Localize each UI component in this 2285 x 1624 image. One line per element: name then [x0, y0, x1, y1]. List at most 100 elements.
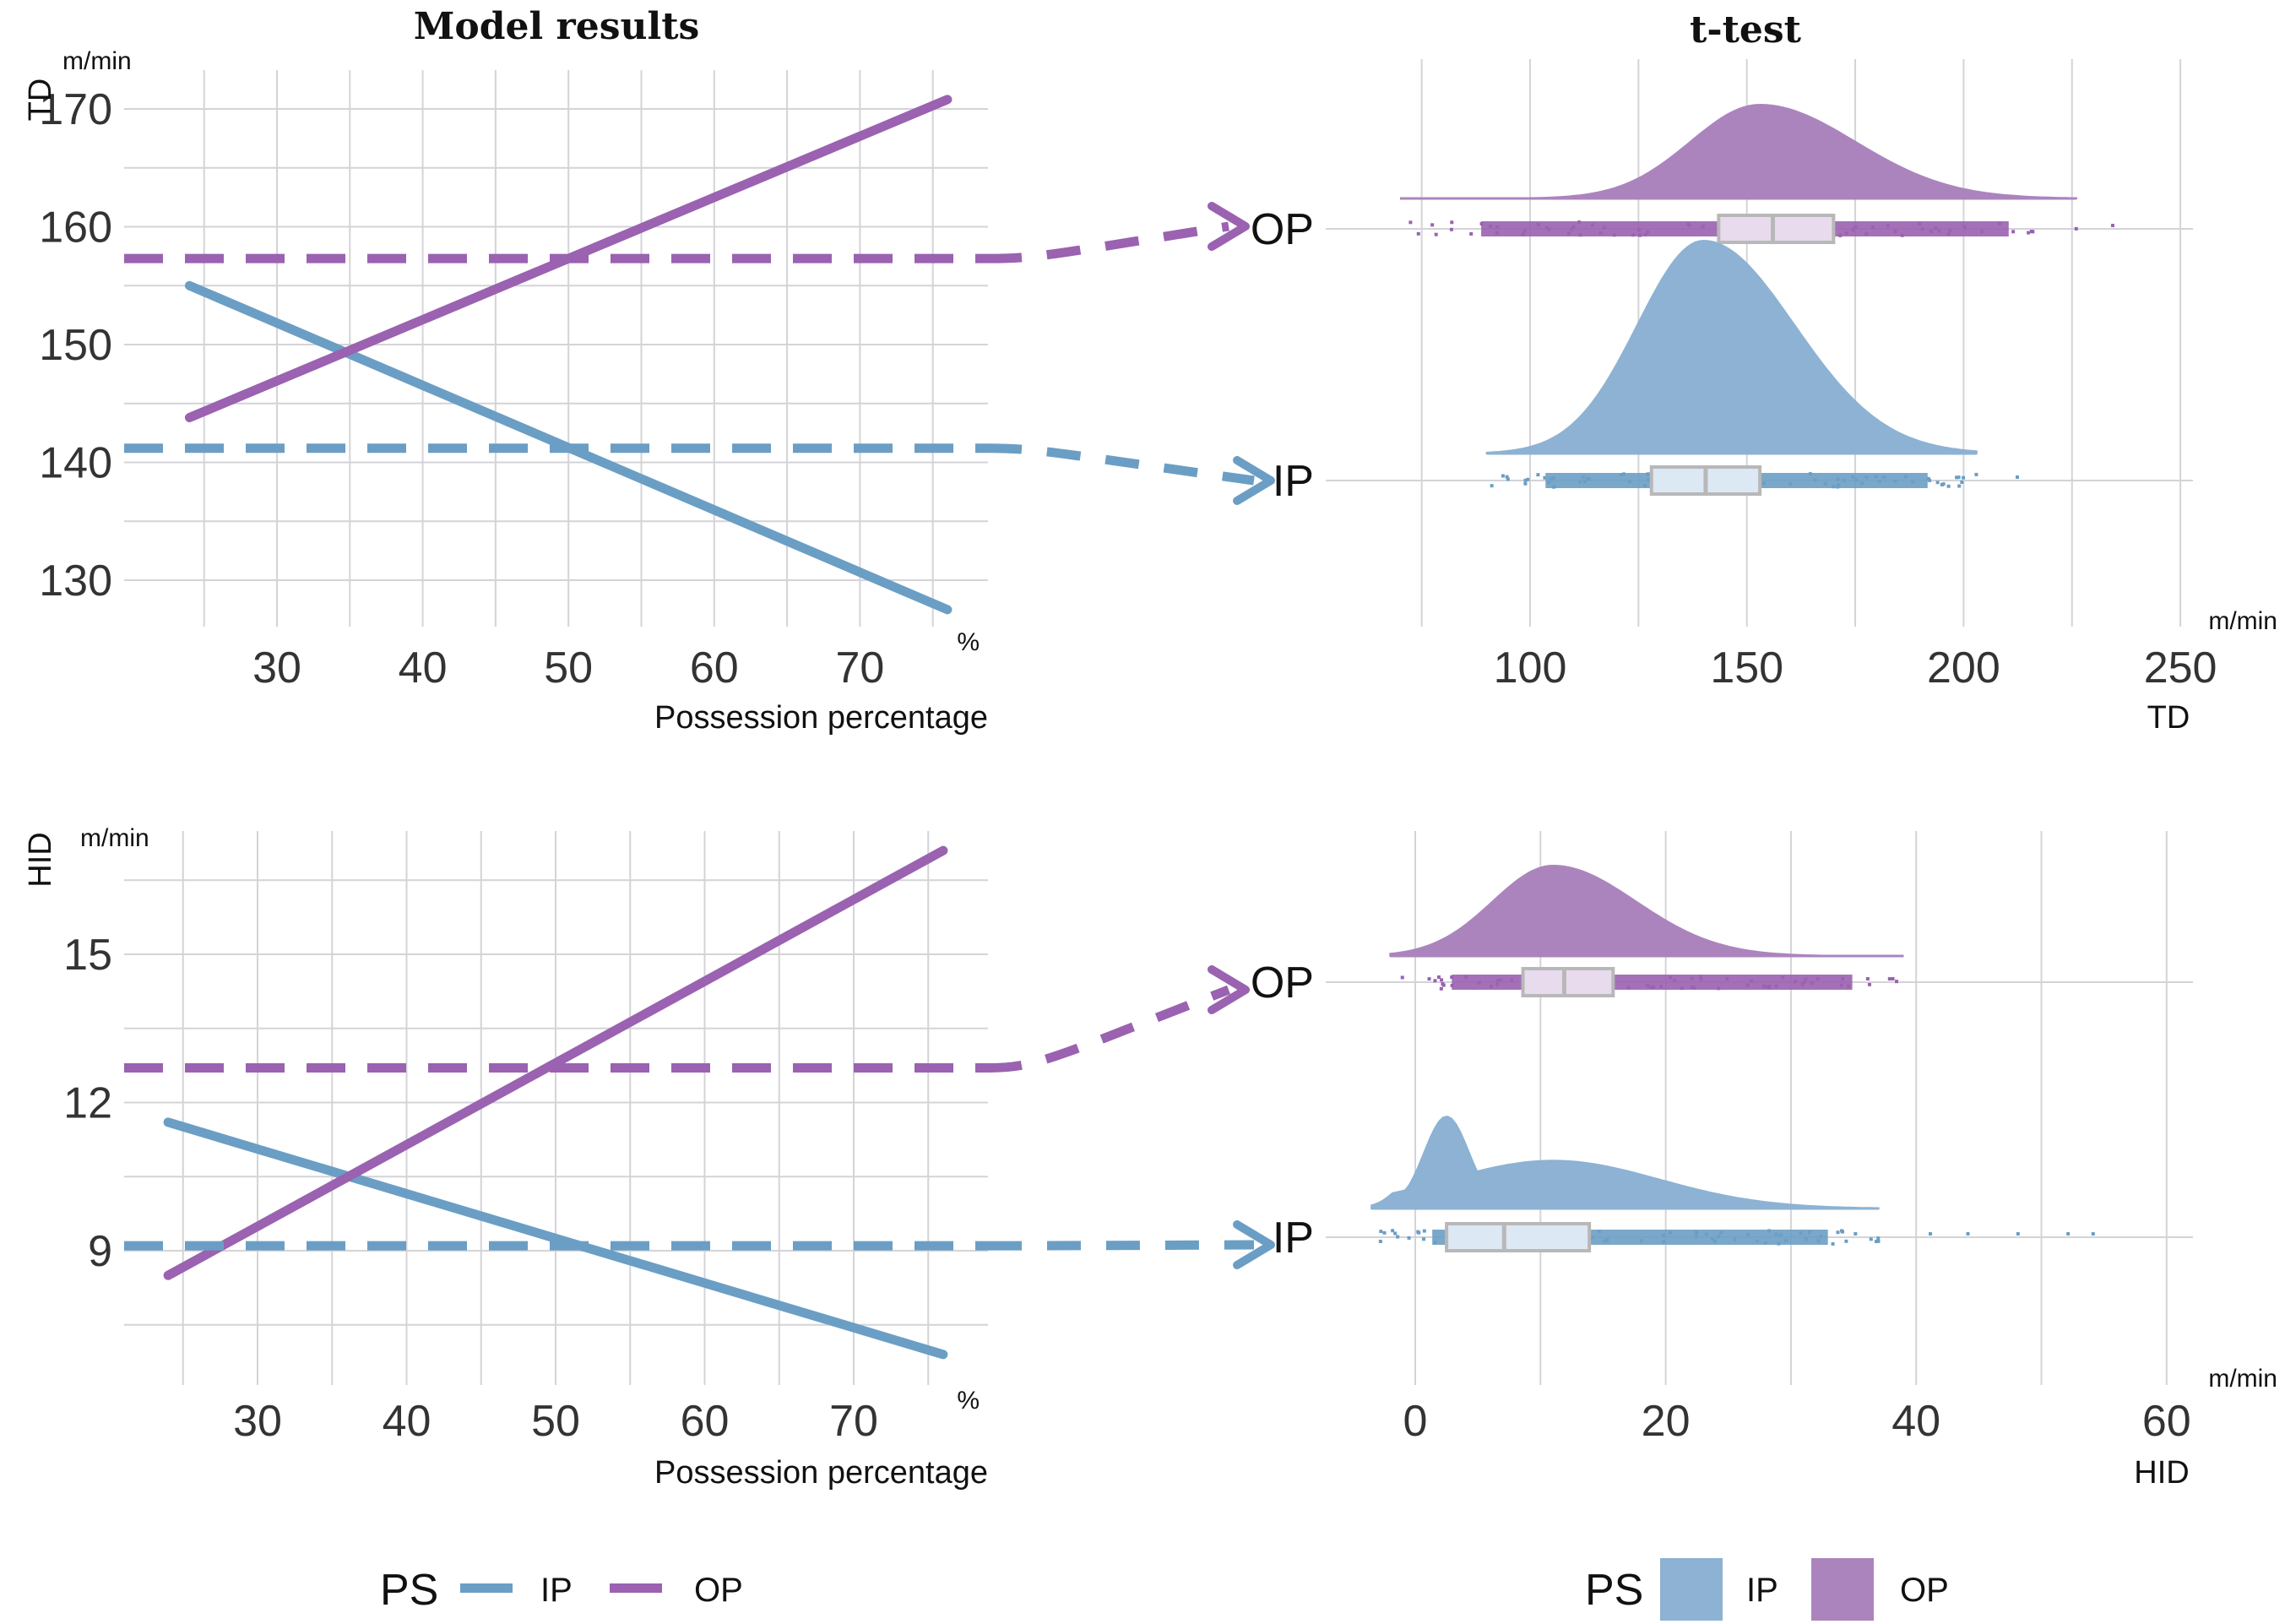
data-point: [1552, 475, 1556, 480]
legend-left-op-swatch: [610, 1583, 662, 1593]
data-point: [1691, 985, 1695, 989]
data-point: [1622, 472, 1626, 476]
y-tick-label: 160: [39, 204, 112, 253]
x-tick-label: 100: [1494, 644, 1567, 693]
data-point: [1903, 475, 1908, 479]
data-point: [1499, 978, 1503, 982]
data-point: [1928, 478, 1932, 482]
data-point: [1547, 227, 1551, 231]
data-point: [1960, 480, 1964, 484]
data-point: [1490, 484, 1494, 488]
data-point: [1900, 233, 1904, 237]
data-point: [1750, 979, 1754, 983]
data-point: [1449, 227, 1453, 231]
x-tick-label: 200: [1927, 644, 2000, 693]
data-point: [1761, 481, 1766, 486]
data-point: [1488, 224, 1492, 228]
x-tick-label: 50: [544, 644, 593, 693]
data-point: [1581, 475, 1585, 480]
data-point: [1762, 985, 1767, 989]
category-label-ip: IP: [1273, 457, 1314, 506]
data-point: [1911, 480, 1915, 484]
data-point: [1699, 975, 1703, 979]
data-point: [1495, 979, 1500, 983]
data-point: [1523, 481, 1528, 486]
x-tick-label: 60: [2142, 1397, 2191, 1446]
arrow-hid-ip-head: [1233, 1220, 1275, 1269]
data-point: [1597, 1230, 1601, 1234]
x-tick-label: 60: [681, 1397, 730, 1446]
x-axis-unit: %: [957, 1387, 980, 1415]
data-point: [1948, 228, 1952, 232]
data-point: [1417, 1230, 1421, 1235]
data-point: [1867, 982, 1871, 986]
data-point: [2029, 230, 2033, 234]
data-point: [1566, 231, 1571, 236]
outlier-point: [1816, 977, 1820, 980]
data-point: [1864, 475, 1869, 480]
data-point: [1673, 979, 1677, 983]
outlier-point: [1865, 977, 1870, 980]
legend-right-op-swatch: [1811, 1558, 1874, 1621]
y-axis-label: HID: [23, 832, 58, 887]
data-point: [1808, 472, 1812, 476]
data-point: [1659, 985, 1664, 989]
x-tick-label: 60: [690, 644, 739, 693]
data-point: [1571, 225, 1576, 229]
x-axis-label: Possession percentage: [654, 700, 988, 736]
data-point: [1778, 1233, 1783, 1237]
data-point: [1804, 1237, 1808, 1241]
outlier-point: [1841, 977, 1845, 980]
data-point: [1602, 225, 1606, 230]
x-tick-label: 70: [829, 1397, 878, 1446]
data-point: [1578, 233, 1582, 237]
data-point: [1605, 1238, 1609, 1242]
data-point: [1887, 977, 1892, 981]
y-axis-label: TD: [23, 79, 58, 122]
density-op: [1389, 864, 1904, 957]
outlier-point: [2066, 1232, 2071, 1236]
data-point: [1612, 233, 1616, 237]
data-point: [1918, 222, 1922, 226]
data-point: [1837, 483, 1841, 487]
density-ip: [1485, 239, 1978, 454]
x-axis-unit: m/min: [2208, 607, 2277, 635]
legend-left: PS IP OP: [380, 1566, 743, 1615]
hid-model-plot: 9 12 15 30 40 50 60 70 Possession percentage% m/m…: [23, 824, 988, 1491]
legend-right: PS IP OP: [1585, 1558, 1949, 1621]
data-point: [1717, 986, 1721, 991]
legend-right-title: PS: [1585, 1566, 1643, 1615]
data-point: [1427, 977, 1431, 981]
data-point: [1929, 230, 1933, 234]
data-point: [1802, 980, 1806, 984]
data-point: [1407, 1236, 1411, 1240]
data-point: [1668, 975, 1672, 980]
data-point: [1536, 222, 1540, 226]
outlier-point: [2016, 1232, 2020, 1236]
data-point: [1416, 231, 1420, 236]
arrow-td-op-head: [1208, 202, 1250, 251]
data-point: [1957, 475, 1961, 480]
data-point: [1619, 473, 1623, 477]
y-tick-label: 9: [88, 1227, 112, 1276]
box-op: [1521, 967, 1615, 997]
data-point: [1393, 1231, 1398, 1236]
data-point: [1854, 1231, 1858, 1236]
density-op: [1399, 103, 2077, 199]
data-point: [1590, 1236, 1594, 1240]
x-tick-label: 250: [2144, 644, 2217, 693]
x-tick-label: 70: [835, 644, 884, 693]
data-point: [1843, 479, 1847, 483]
data-point: [1946, 484, 1951, 488]
data-point: [1851, 228, 1855, 232]
data-point: [1421, 1237, 1425, 1241]
data-point: [1841, 1230, 1845, 1234]
data-point: [1962, 475, 1966, 480]
data-point: [1652, 985, 1656, 989]
data-point: [1543, 475, 1547, 480]
data-point: [1549, 476, 1553, 481]
legend-left-op-label: OP: [694, 1572, 743, 1609]
data-point: [1646, 472, 1650, 476]
data-point: [1745, 1232, 1750, 1236]
data-point: [1804, 977, 1808, 981]
